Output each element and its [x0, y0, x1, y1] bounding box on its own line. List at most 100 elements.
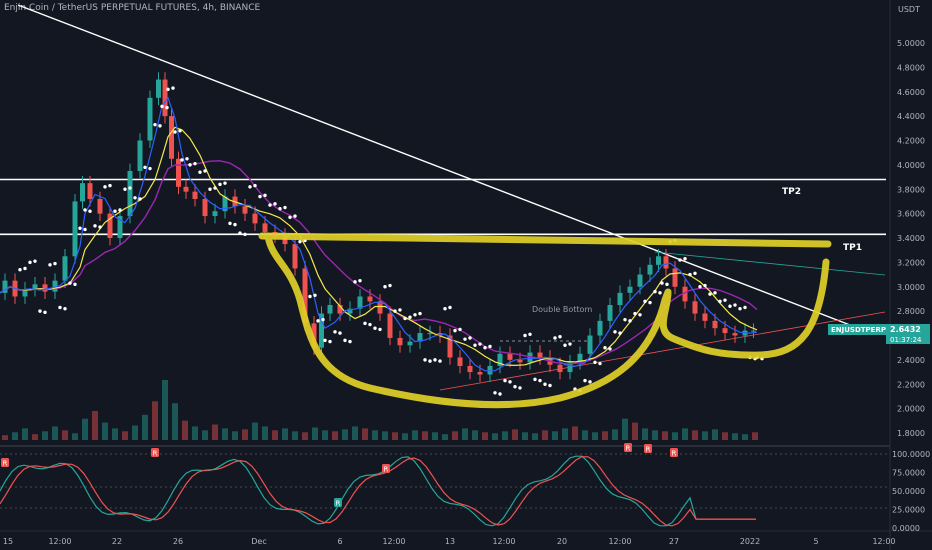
volume-bar	[92, 410, 98, 440]
sar-dot	[188, 163, 192, 167]
sar-dot	[608, 347, 612, 351]
sar-dot	[523, 333, 527, 338]
sar-dot	[723, 298, 727, 302]
double-bottom-label[interactable]: Double Bottom	[532, 305, 592, 314]
sar-dot	[298, 239, 302, 244]
sar-dot	[665, 282, 669, 287]
sar-dot	[378, 327, 382, 332]
sar-dot	[443, 306, 447, 311]
volume-bar	[652, 430, 658, 440]
sar-dot	[43, 310, 47, 315]
sar-dot	[108, 183, 112, 188]
price-tick-label: 3.6000	[897, 210, 925, 219]
volume-bar	[492, 433, 498, 440]
sar-dot	[73, 282, 77, 287]
volume-bar	[182, 420, 188, 440]
sar-dot	[138, 197, 142, 201]
volume-bar	[462, 428, 468, 440]
candle-body	[347, 308, 353, 314]
resistance-trend-line[interactable]	[654, 251, 886, 276]
sar-dot	[213, 186, 217, 190]
sar-dot	[433, 358, 437, 362]
candle-body	[517, 359, 523, 363]
candle-body	[587, 335, 593, 354]
price-tick-label: 3.2000	[897, 258, 925, 267]
volume-bar	[382, 431, 388, 440]
sar-dot	[588, 380, 592, 384]
sar-dot	[518, 386, 522, 390]
tp2-label[interactable]: TP2	[782, 187, 801, 197]
sar-dot	[338, 331, 342, 335]
candle-body	[447, 335, 453, 358]
candle-body	[357, 296, 363, 309]
sar-dot	[448, 305, 452, 310]
sar-dot	[558, 335, 562, 339]
tp1-label[interactable]: TP1	[843, 243, 862, 253]
x-tick-label: 12:00	[608, 537, 631, 546]
candle-body	[156, 79, 161, 98]
candle-body	[722, 328, 728, 334]
candle-body	[176, 158, 181, 187]
sar-dot	[223, 181, 227, 185]
sar-dot	[418, 311, 422, 316]
sar-dot	[563, 343, 567, 347]
candle-body	[497, 353, 503, 366]
price-tick-label: 4.2000	[897, 137, 925, 146]
sar-dot	[123, 187, 127, 191]
x-tick-label: 12:00	[872, 537, 895, 546]
oscillator-d-line	[0, 456, 756, 527]
sar-dot	[358, 278, 362, 283]
sar-dot	[503, 378, 507, 383]
sar-dot	[203, 169, 207, 173]
price-axis-unit: USDT	[898, 5, 920, 14]
sar-dot	[18, 267, 22, 272]
candle-body	[292, 244, 298, 269]
sar-dot	[603, 345, 607, 350]
sar-dot	[53, 261, 57, 266]
volume-bar	[482, 432, 488, 440]
volume-bar	[302, 432, 308, 440]
candle-body	[311, 323, 317, 348]
sar-dot	[408, 315, 412, 319]
candle-body	[617, 292, 623, 306]
sar-dot	[498, 392, 502, 396]
oscillator-signal-marker	[1, 458, 9, 467]
sar-dot	[68, 281, 72, 285]
sar-dot	[528, 332, 532, 336]
volume-bar	[62, 430, 68, 440]
candle-body	[387, 313, 393, 338]
cup-and-handle-drawing[interactable]	[258, 232, 832, 409]
sar-dot	[533, 377, 537, 382]
volume-bar	[102, 422, 108, 440]
sar-dot	[158, 124, 162, 128]
volume-bar	[732, 433, 738, 440]
oscillator-signal-label: R	[626, 445, 631, 453]
candle-body	[302, 268, 308, 324]
sar-dot	[166, 87, 170, 92]
sar-dot	[488, 344, 492, 349]
volume-bar	[742, 434, 748, 440]
sar-dot	[343, 338, 347, 343]
sar-dot	[618, 331, 622, 335]
volume-bar	[582, 430, 588, 440]
price-tick-label: 1.8000	[897, 429, 925, 438]
sar-dot	[453, 328, 457, 333]
volume-bar	[52, 426, 58, 440]
oscillator-signal-label: R	[646, 446, 651, 454]
downtrend-line[interactable]	[17, 4, 851, 326]
sar-dot	[628, 319, 632, 323]
x-tick-label: 20	[557, 537, 567, 546]
volume-bar	[32, 434, 38, 440]
candle-body	[627, 286, 633, 293]
volume-bar	[212, 424, 218, 440]
volume-bar	[702, 431, 708, 440]
candle-body	[702, 313, 708, 321]
volume-bar	[322, 430, 328, 440]
volume-bar	[622, 418, 628, 440]
sar-dot	[653, 289, 657, 294]
price-tag-value: 2.6432	[890, 325, 921, 334]
oscillator-tick-label: 0.0000	[892, 524, 920, 533]
volume-bar	[522, 432, 528, 440]
sar-dot	[728, 304, 732, 308]
